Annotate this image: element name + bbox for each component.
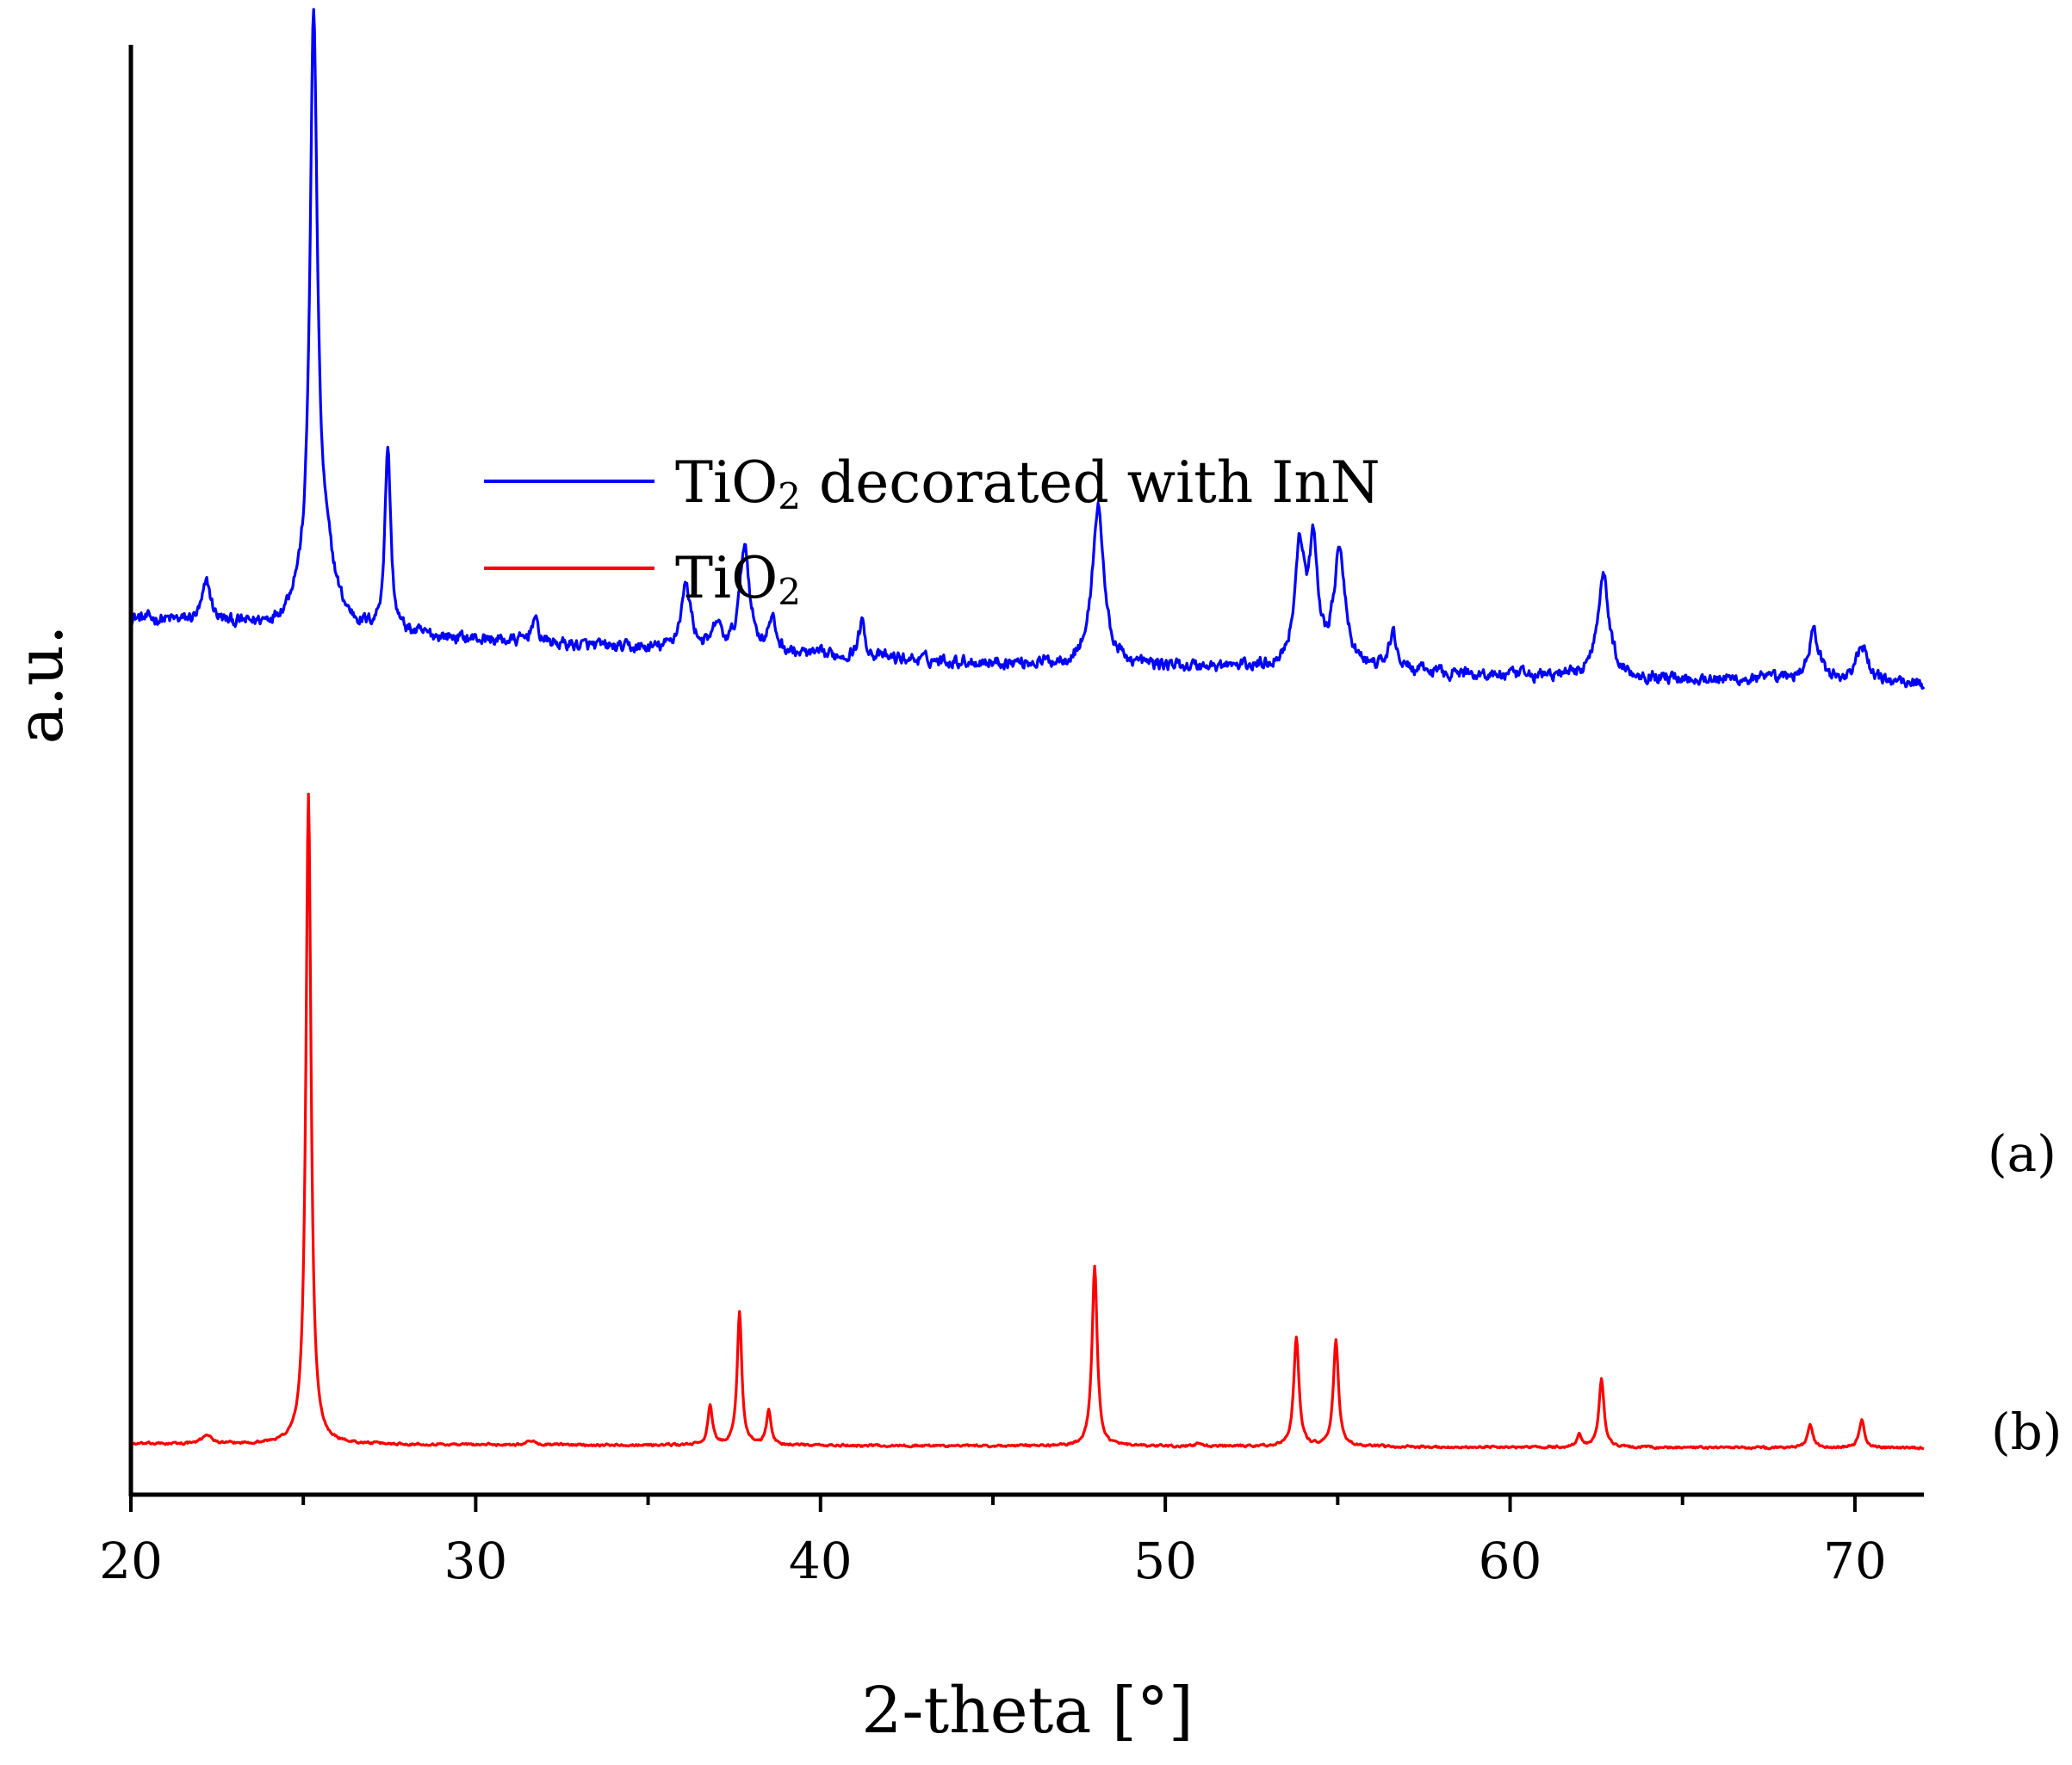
x-tick-label-30: 30 [444, 1532, 507, 1590]
x-axis-title: 2-theta [°] [861, 1674, 1193, 1748]
legend-label-b: TiO2 [675, 545, 801, 613]
legend-entry-b: TiO2 [484, 545, 801, 613]
x-tick-label-50: 50 [1133, 1532, 1197, 1590]
x-tick-label-60: 60 [1479, 1532, 1542, 1590]
legend-entry-a: TiO2 decorated with InN [484, 449, 1380, 517]
legend-label-b-subscript: 2 [778, 571, 801, 613]
legend-label-a: TiO2 decorated with InN [675, 449, 1380, 517]
plot-area [129, 8, 1926, 1451]
legend-label-a-main: TiO [675, 449, 778, 516]
x-tick-label-20: 20 [99, 1532, 163, 1590]
legend: TiO2 decorated with InN TiO2 [484, 449, 1380, 613]
series-tag-b: (b) [1991, 1403, 2062, 1461]
series-tag-a: (a) [1988, 1124, 2056, 1183]
x-tick-label-40: 40 [789, 1532, 853, 1590]
legend-label-a-rest: decorated with InN [801, 449, 1380, 516]
y-axis-title: a.u. [3, 625, 78, 745]
legend-label-b-main: TiO [675, 545, 778, 611]
x-tick-label-70: 70 [1823, 1532, 1887, 1590]
series-line-b [130, 792, 1925, 1451]
series-line-a [129, 8, 1926, 691]
legend-label-a-subscript: 2 [778, 475, 801, 517]
x-axis-ticks: 20 30 40 50 60 70 [99, 1495, 1887, 1590]
